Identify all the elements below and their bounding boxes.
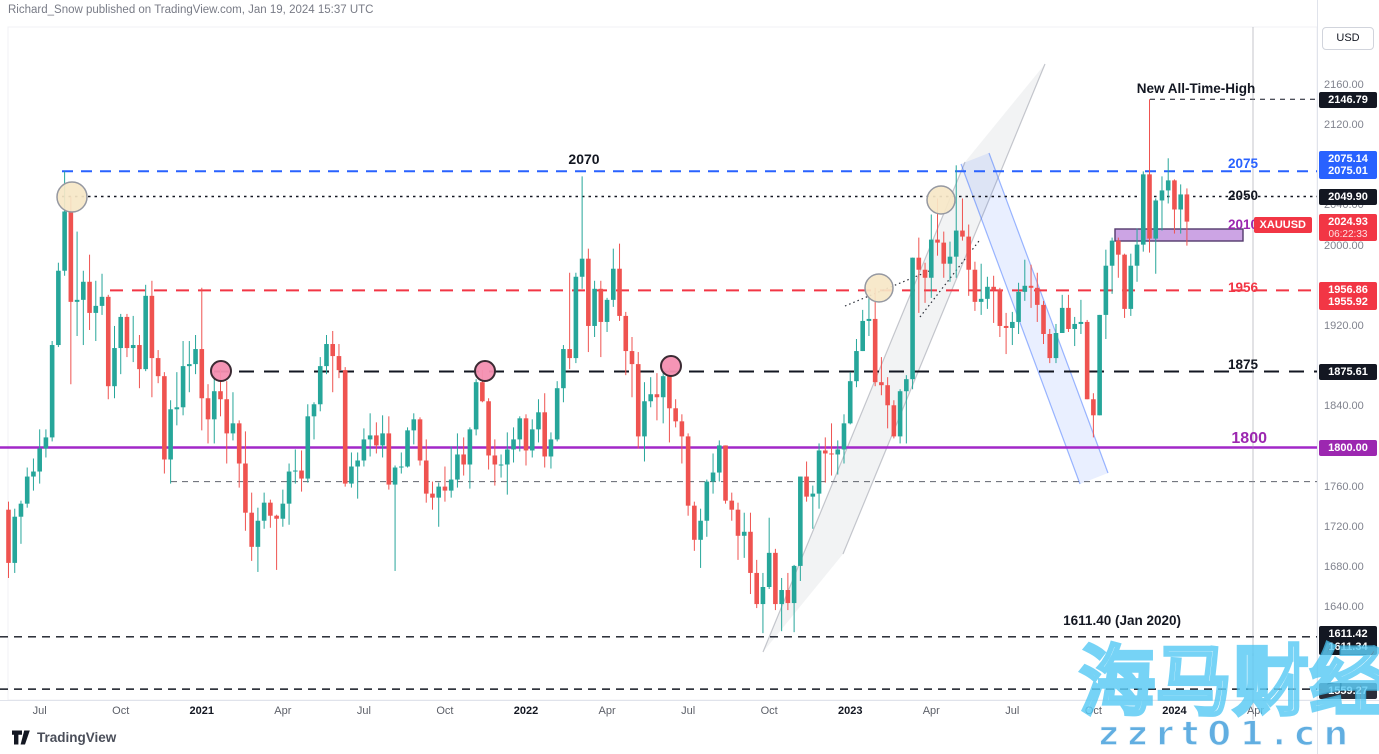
price-tick: 1760.00 [1324, 480, 1364, 493]
price-badge: 2075.14 [1319, 150, 1377, 167]
tradingview-logo-text: TradingView [37, 730, 117, 745]
price-badge: 1955.92 [1319, 294, 1377, 310]
time-label-month: Apr [922, 705, 940, 717]
price-badge: 1800.00 [1319, 439, 1377, 456]
annotation-text: 1875 [1228, 357, 1259, 372]
symbol-label: XAUUSD [1253, 217, 1312, 233]
price-tick: 1720.00 [1324, 520, 1364, 533]
price-axis[interactable]: USD 2160.00 2120.00 2040.00 2000.00 1920.00 1… [1317, 0, 1379, 754]
price-badge: 2075.01 [1319, 163, 1377, 179]
price-badge: 2049.90 [1319, 188, 1377, 205]
candles-series [6, 99, 1190, 634]
event-circle [210, 360, 232, 382]
descending-channel-edge [960, 163, 1081, 485]
currency-button[interactable]: USD [1322, 27, 1374, 50]
price-badge: 1559.27 [1319, 682, 1377, 699]
time-label-month: Jul [356, 705, 371, 717]
annotation-text: 1800 [1231, 430, 1267, 447]
time-label-year: 2022 [513, 705, 539, 717]
price-badge: 2146.79 [1319, 91, 1377, 108]
price-tick: 2120.00 [1324, 119, 1364, 132]
price-badge: 1611.42 [1319, 625, 1377, 642]
event-circle [474, 360, 496, 382]
price-tick: 2160.00 [1324, 79, 1364, 91]
annotation-text: 1956 [1228, 280, 1259, 295]
time-label-month: Oct [436, 705, 454, 717]
price-tick: 1640.00 [1324, 601, 1364, 614]
event-circle [926, 185, 956, 215]
price-tick: 1680.00 [1324, 560, 1364, 573]
tradingview-logo[interactable]: TradingView [12, 730, 116, 745]
price-badge: 1611.34 [1319, 638, 1377, 655]
tradingview-logo-icon [12, 730, 30, 745]
time-label-year: 2021 [189, 705, 215, 717]
annotation-text: New All-Time-High [1137, 81, 1256, 96]
event-circle [56, 181, 88, 213]
price-badge: 1956.86 [1319, 281, 1377, 298]
price-tick: 1920.00 [1324, 319, 1364, 332]
event-circle [660, 355, 682, 377]
annotation-text: 2070 [568, 151, 599, 167]
time-label-year: 2024 [1162, 705, 1187, 717]
price-badge: 1875.61 [1319, 363, 1377, 380]
ascending-channel [763, 64, 1045, 652]
time-axis[interactable]: Jul Oct 2021 Apr Jul Oct 2022 Apr Jul Oct 2023 Apr J… [0, 701, 1318, 723]
price-tick: 2000.00 [1324, 239, 1364, 252]
price-tick: 1840.00 [1324, 400, 1364, 413]
ascending-channel-edge [842, 63, 1046, 555]
annotation-text: 1611.40 (Jan 2020) [1063, 613, 1181, 628]
support-box [1114, 228, 1244, 242]
time-label-month: Oct [760, 705, 778, 717]
time-label-month: Oct [1084, 705, 1102, 717]
price-badge: 2024.93 06:22:33 [1319, 214, 1377, 241]
annotation-text: 2050 [1228, 188, 1258, 203]
descending-channel [961, 153, 1108, 484]
annotation-text: 2010 [1228, 217, 1258, 232]
attribution: Richard_Snow published on TradingView.co… [8, 4, 374, 16]
event-circle [864, 273, 894, 303]
descending-channel-edge [988, 152, 1109, 474]
time-label-month: Apr [274, 705, 292, 717]
time-label-month: Jul [32, 705, 47, 717]
time-label-year: 2023 [837, 705, 863, 717]
time-label-month: Jul [681, 705, 696, 717]
time-label-month: Jul [1005, 705, 1020, 717]
annotation-text: 2075 [1228, 156, 1259, 171]
time-label-month: Apr [1246, 705, 1265, 717]
time-label-month: Apr [598, 705, 616, 717]
time-label-month: Oct [112, 705, 130, 717]
